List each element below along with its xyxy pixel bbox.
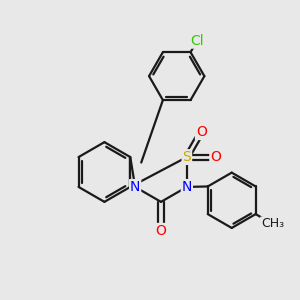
Text: O: O <box>196 125 207 139</box>
Text: O: O <box>210 150 221 164</box>
Text: CH₃: CH₃ <box>261 218 284 230</box>
Text: O: O <box>156 224 167 238</box>
Text: N: N <box>182 180 192 194</box>
Text: S: S <box>182 150 191 164</box>
Text: N: N <box>130 180 140 194</box>
Text: Cl: Cl <box>190 34 204 48</box>
